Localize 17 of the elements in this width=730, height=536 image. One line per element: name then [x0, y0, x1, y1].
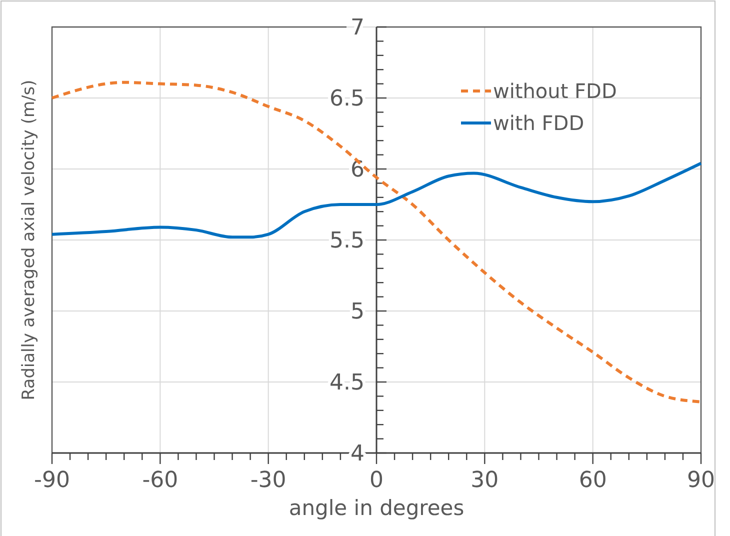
legend-label: with FDD: [493, 111, 584, 135]
x-axis-title: angle in degrees: [288, 496, 464, 520]
x-tick-label: 90: [687, 468, 715, 493]
y-axis-title: Radially averaged axial velocity (m/s): [19, 80, 39, 400]
line-series: [50, 80, 702, 404]
x-tick-label: 30: [470, 468, 499, 493]
y-tick-label: 4.5: [330, 370, 364, 396]
y-tick-label: 7: [350, 16, 364, 41]
x-tick-label: 60: [578, 468, 607, 493]
x-tick-label: -90: [34, 468, 70, 493]
legend-label: without FDD: [493, 79, 617, 103]
y-tick-label: 5: [350, 300, 364, 325]
x-tick-label: -30: [250, 468, 286, 493]
y-tick-label: 5.5: [330, 228, 364, 254]
x-tick-label: 0: [370, 468, 384, 493]
x-tick-label: -60: [142, 468, 178, 493]
y-tick-label: 6.5: [330, 86, 364, 112]
